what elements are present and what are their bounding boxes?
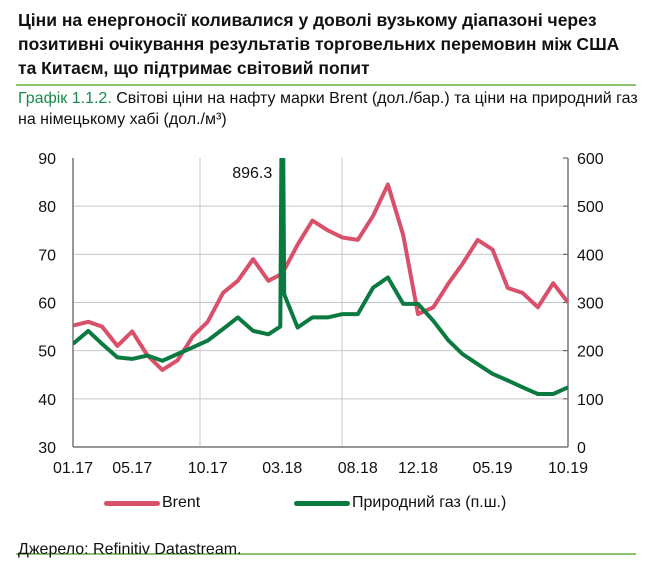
legend-swatch-gas: [294, 500, 350, 506]
x-tick-label: 05.19: [472, 460, 512, 477]
x-tick-label: 08.18: [338, 460, 378, 477]
x-tick-label: 01.17: [53, 460, 93, 477]
y-left-tick-label: 90: [38, 151, 56, 168]
x-tick-label: 03.18: [262, 460, 302, 477]
y-left-tick-label: 80: [38, 199, 56, 216]
line-chart: 30 40 50 60 70 80 90 0 100 200 300 400 500 600 01.17 05…: [38, 151, 604, 477]
y-left-tick-label: 30: [38, 440, 56, 457]
y-right-tick-label: 500: [577, 199, 604, 216]
spike-annotation: 896.3: [232, 165, 272, 182]
chart-headline: Ціни на енергоносії коливалися у доволі …: [18, 10, 620, 78]
title-divider: [16, 84, 636, 86]
x-tick-label: 12.18: [398, 460, 438, 477]
y-right-tick-label: 200: [577, 344, 604, 361]
y-right-tick-label: 600: [577, 151, 604, 168]
y-left-tick-label: 50: [38, 344, 56, 361]
y-right-tick-label: 400: [577, 247, 604, 264]
y-right-tick-label: 100: [577, 392, 604, 409]
caption-number: Графік 1.1.2.: [18, 90, 112, 107]
y-right-tick-label: 300: [577, 296, 604, 313]
legend-label-brent: Brent: [162, 494, 201, 511]
source-note: Джерело: Refinitiv Datastream.: [18, 541, 242, 558]
chart-caption: Графік 1.1.2. Світові ціни на нафту марк…: [18, 88, 638, 130]
legend-label-gas: Природний газ (п.ш.): [352, 494, 507, 511]
legend-item-brent: Brent: [104, 494, 200, 512]
brent-series-line: [73, 182, 568, 372]
source-divider: [16, 553, 636, 555]
legend-swatch-brent: [104, 500, 160, 506]
legend-item-gas: Природний газ (п.ш.): [294, 494, 506, 512]
y-left-tick-label: 40: [38, 392, 56, 409]
gas-series-line: [73, 158, 568, 396]
y-right-tick-label: 0: [577, 440, 586, 457]
x-tick-label: 10.17: [188, 460, 228, 477]
y-left-tick-label: 70: [38, 247, 56, 264]
y-left-tick-label: 60: [38, 296, 56, 313]
caption-text: Світові ціни на нафту марки Brent (дол./…: [18, 90, 638, 128]
x-tick-label: 10.19: [548, 460, 588, 477]
x-tick-label: 05.17: [112, 460, 152, 477]
